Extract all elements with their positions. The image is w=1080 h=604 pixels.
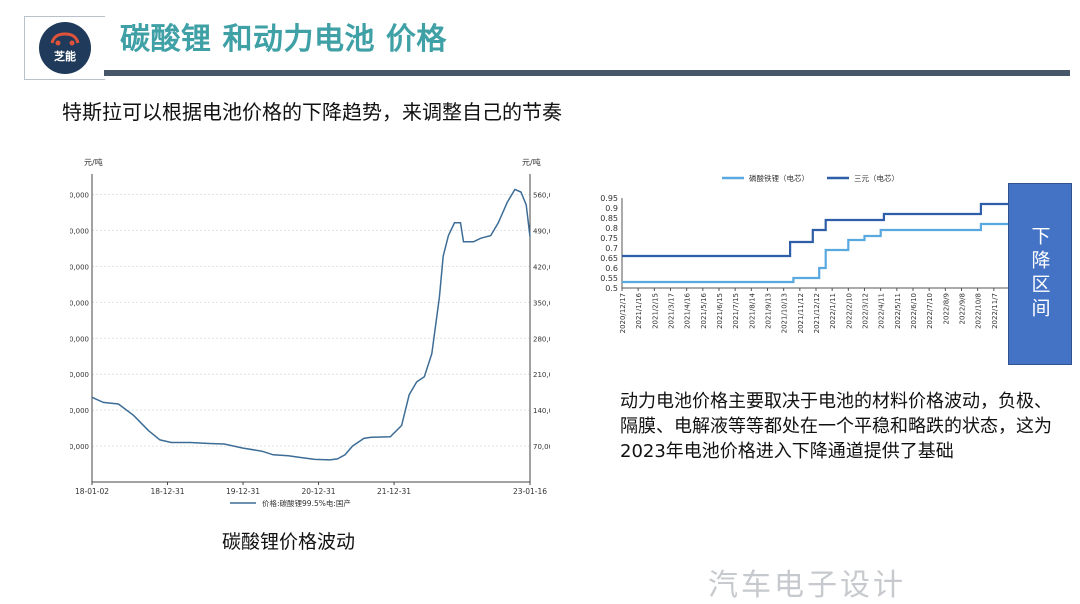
chart1-gridlines <box>92 194 530 447</box>
chart1-unit-left: 元/吨 <box>84 157 103 167</box>
chart2-x-tick-label: 2021/1/16 <box>635 292 643 328</box>
chart2-x-tick-label: 2021/8/14 <box>748 292 756 328</box>
chart2-x-tick-label: 2022/10/8 <box>975 293 983 329</box>
chart1-y-tick-label: 560,000 <box>70 192 89 200</box>
chart1-y-tick-label-right: 490,000 <box>533 227 550 235</box>
logo: 芝能 <box>24 16 105 80</box>
title-divider <box>104 70 1070 76</box>
chart1-y-tick-label: 140,000 <box>70 407 89 415</box>
chart1-y-tick-label-right: 350,000 <box>533 299 550 307</box>
chart2-y-tick-label: 0.9 <box>605 204 618 213</box>
chart2-y-tick-label: 0.8 <box>605 224 618 233</box>
chart1-axes <box>91 174 531 485</box>
analysis-paragraph: 动力电池价格主要取决于电池的材料价格波动，负极、隔膜、电解液等等都处在一个平稳和… <box>620 391 1052 462</box>
chart1-x-tick-label: 19-12-31 <box>226 487 260 496</box>
chart1-series <box>91 188 531 461</box>
chart1-y-tick-label: 490,000 <box>70 227 89 235</box>
chart2-x-tick-label: 2022/7/10 <box>926 293 934 329</box>
chart1-x-tick-label: 23-01-16 <box>513 487 547 496</box>
chart1-y-tick-label-right: 560,000 <box>533 192 550 200</box>
chart2-x-tick-label: 2022/11/7 <box>991 293 999 329</box>
chart2-x-tick-label: 2021/11/12 <box>797 293 805 333</box>
page-title: 碳酸锂 和动力电池 价格 <box>120 22 447 57</box>
chart1-x-tick-labels: 18-01-02 18-12-31 19-12-31 20-12-31 21-12-31… <box>75 487 547 496</box>
chart2-x-tick-label: 2022/9/8 <box>959 293 967 324</box>
chart1-price-line <box>91 188 531 461</box>
chart2-x-tick-label: 2021/4/16 <box>684 292 692 328</box>
chart1-y-tick-labels-right: 70,000 140,000 210,000 280,000 350,000 420,00… <box>533 192 550 452</box>
chart2-x-tick-label: 2021/3/17 <box>668 293 676 329</box>
chart2-y-tick-label: 0.95 <box>600 194 618 203</box>
chart2-x-tick-label: 2021/2/15 <box>651 293 659 329</box>
chart2-x-tick-label: 2021/5/16 <box>700 292 708 328</box>
chart1-x-tick-label: 18-12-31 <box>150 487 184 496</box>
chart2-x-tick-label: 2021/6/15 <box>716 293 724 329</box>
chart1-y-tick-label-right: 420,000 <box>533 263 550 271</box>
chart2-x-tick-label: 2021/9/13 <box>765 293 773 329</box>
chart2-y-tick-labels: 0.50.550.60.650.70.750.80.850.90.95 <box>600 194 618 293</box>
chart1-x-tick-label: 21-12-31 <box>377 487 411 496</box>
chart2-series-line <box>622 202 1010 258</box>
chart1-y-tick-label: 350,000 <box>70 299 89 307</box>
chart1-x-tick-label: 18-01-02 <box>75 487 109 496</box>
chart2-y-tick-label: 0.55 <box>600 274 618 283</box>
chart2-axes <box>621 198 1010 291</box>
chart1-y-tick-label: 280,000 <box>70 335 89 343</box>
chart1-y-tick-label-right: 70,000 <box>533 443 550 451</box>
chart1-y-tick-label-right: 140,000 <box>533 407 550 415</box>
decline-zone-text: 下降区间 <box>1028 226 1051 322</box>
logo-badge: 芝能 <box>39 22 91 74</box>
chart2-x-tick-label: 2021/10/13 <box>781 293 789 333</box>
chart2-legend: 磷酸铁锂（电芯） 三元（电芯） <box>722 173 899 183</box>
car-icon <box>50 32 80 46</box>
chart2-x-tick-label: 2021/12/12 <box>813 293 821 333</box>
chart2-y-tick-label: 0.7 <box>605 244 618 253</box>
chart1-y-tick-labels-left: 70,000 140,000 210,000 280,000 350,000 420,00… <box>70 192 89 452</box>
chart2-x-tick-labels: 2020/12/17 2021/1/16 2021/2/15 2021/3/17 202… <box>619 292 1010 333</box>
chart1-legend-label: 价格:碳酸锂99.5%电:国产 <box>262 498 351 508</box>
chart2-x-tick-label: 2020/12/17 <box>619 293 627 333</box>
chart2-y-tick-label: 0.65 <box>600 254 618 263</box>
chart1-unit-right: 元/吨 <box>522 157 541 167</box>
chart2-y-tick-label: 0.75 <box>600 234 618 243</box>
chart2-legend-label: 磷酸铁锂（电芯） <box>749 173 809 183</box>
chart2-x-tick-label: 2022/1/11 <box>829 293 837 329</box>
chart2-y-tick-label: 0.6 <box>605 264 618 273</box>
chart2-x-tick-label: 2022/8/9 <box>942 293 950 324</box>
chart2-y-tick-label: 0.85 <box>600 214 618 223</box>
chart2-x-tick-label: 2022/4/11 <box>878 293 886 329</box>
chart1-y-tick-label: 210,000 <box>70 371 89 379</box>
chart2-series-line <box>622 222 1010 284</box>
battery-price-chart: 0.50.550.60.650.70.750.80.850.90.95 2020… <box>600 173 1010 333</box>
chart1-y-tick-label-right: 210,000 <box>533 371 550 379</box>
chart2-x-tick-label: 2021/7/15 <box>732 293 740 329</box>
chart2-x-tick-label: 2022/5/11 <box>894 293 902 329</box>
chart2-x-tick-label: 2022/6/10 <box>910 293 918 329</box>
chart2-legend-label: 三元（电芯） <box>854 173 899 183</box>
decline-zone-label: 下降区间 <box>1008 183 1072 365</box>
chart1-y-tick-label-right: 280,000 <box>533 335 550 343</box>
chart2-y-tick-label: 0.5 <box>605 284 618 293</box>
page-subtitle: 特斯拉可以根据电池价格的下降趋势，来调整自己的节奏 <box>62 100 562 124</box>
chart1-y-tick-label: 70,000 <box>70 443 89 451</box>
chart2-x-tick-label: 2022/3/12 <box>862 293 870 329</box>
lithium-price-chart: 70,000 140,000 210,000 280,000 350,000 420,00… <box>70 157 550 508</box>
chart1-caption: 碳酸锂价格波动 <box>222 531 356 553</box>
watermark: 汽车电子设计 <box>708 568 906 603</box>
chart2-series <box>622 202 1010 284</box>
chart1-x-tick-label: 20-12-31 <box>302 487 336 496</box>
chart2-x-tick-label: 2022/2/10 <box>845 293 853 329</box>
chart1-y-tick-label: 420,000 <box>70 263 89 271</box>
logo-text: 芝能 <box>54 50 76 63</box>
